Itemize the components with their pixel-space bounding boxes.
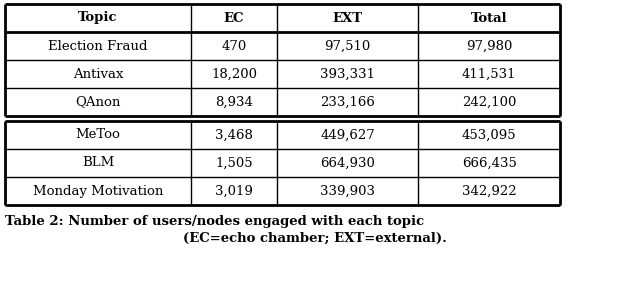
Text: 470: 470 (221, 39, 246, 53)
Text: Election Fraud: Election Fraud (49, 39, 147, 53)
Text: 1,505: 1,505 (215, 156, 253, 170)
Text: 453,095: 453,095 (462, 128, 517, 141)
Text: Topic: Topic (78, 11, 118, 24)
Text: Total: Total (471, 11, 508, 24)
Text: EC: EC (224, 11, 244, 24)
Text: 664,930: 664,930 (320, 156, 375, 170)
Text: 3,468: 3,468 (215, 128, 253, 141)
Text: 242,100: 242,100 (462, 95, 517, 108)
Text: Table 2: Number of users/nodes engaged with each topic: Table 2: Number of users/nodes engaged w… (5, 215, 424, 228)
Text: 342,922: 342,922 (462, 185, 517, 197)
Text: 3,019: 3,019 (215, 185, 253, 197)
Text: 97,510: 97,510 (324, 39, 371, 53)
Text: 233,166: 233,166 (320, 95, 375, 108)
Text: Monday Motivation: Monday Motivation (33, 185, 163, 197)
Text: EXT: EXT (333, 11, 363, 24)
Text: 393,331: 393,331 (320, 68, 375, 80)
Text: QAnon: QAnon (75, 95, 121, 108)
Text: 449,627: 449,627 (320, 128, 375, 141)
Text: Antivax: Antivax (72, 68, 123, 80)
Text: 97,980: 97,980 (466, 39, 512, 53)
Text: 8,934: 8,934 (215, 95, 253, 108)
Text: (EC=echo chamber; EXT=external).: (EC=echo chamber; EXT=external). (183, 232, 447, 245)
Text: MeToo: MeToo (76, 128, 120, 141)
Text: 666,435: 666,435 (462, 156, 517, 170)
Text: 18,200: 18,200 (211, 68, 257, 80)
Text: 411,531: 411,531 (462, 68, 517, 80)
Text: BLM: BLM (82, 156, 114, 170)
Text: 339,903: 339,903 (320, 185, 375, 197)
